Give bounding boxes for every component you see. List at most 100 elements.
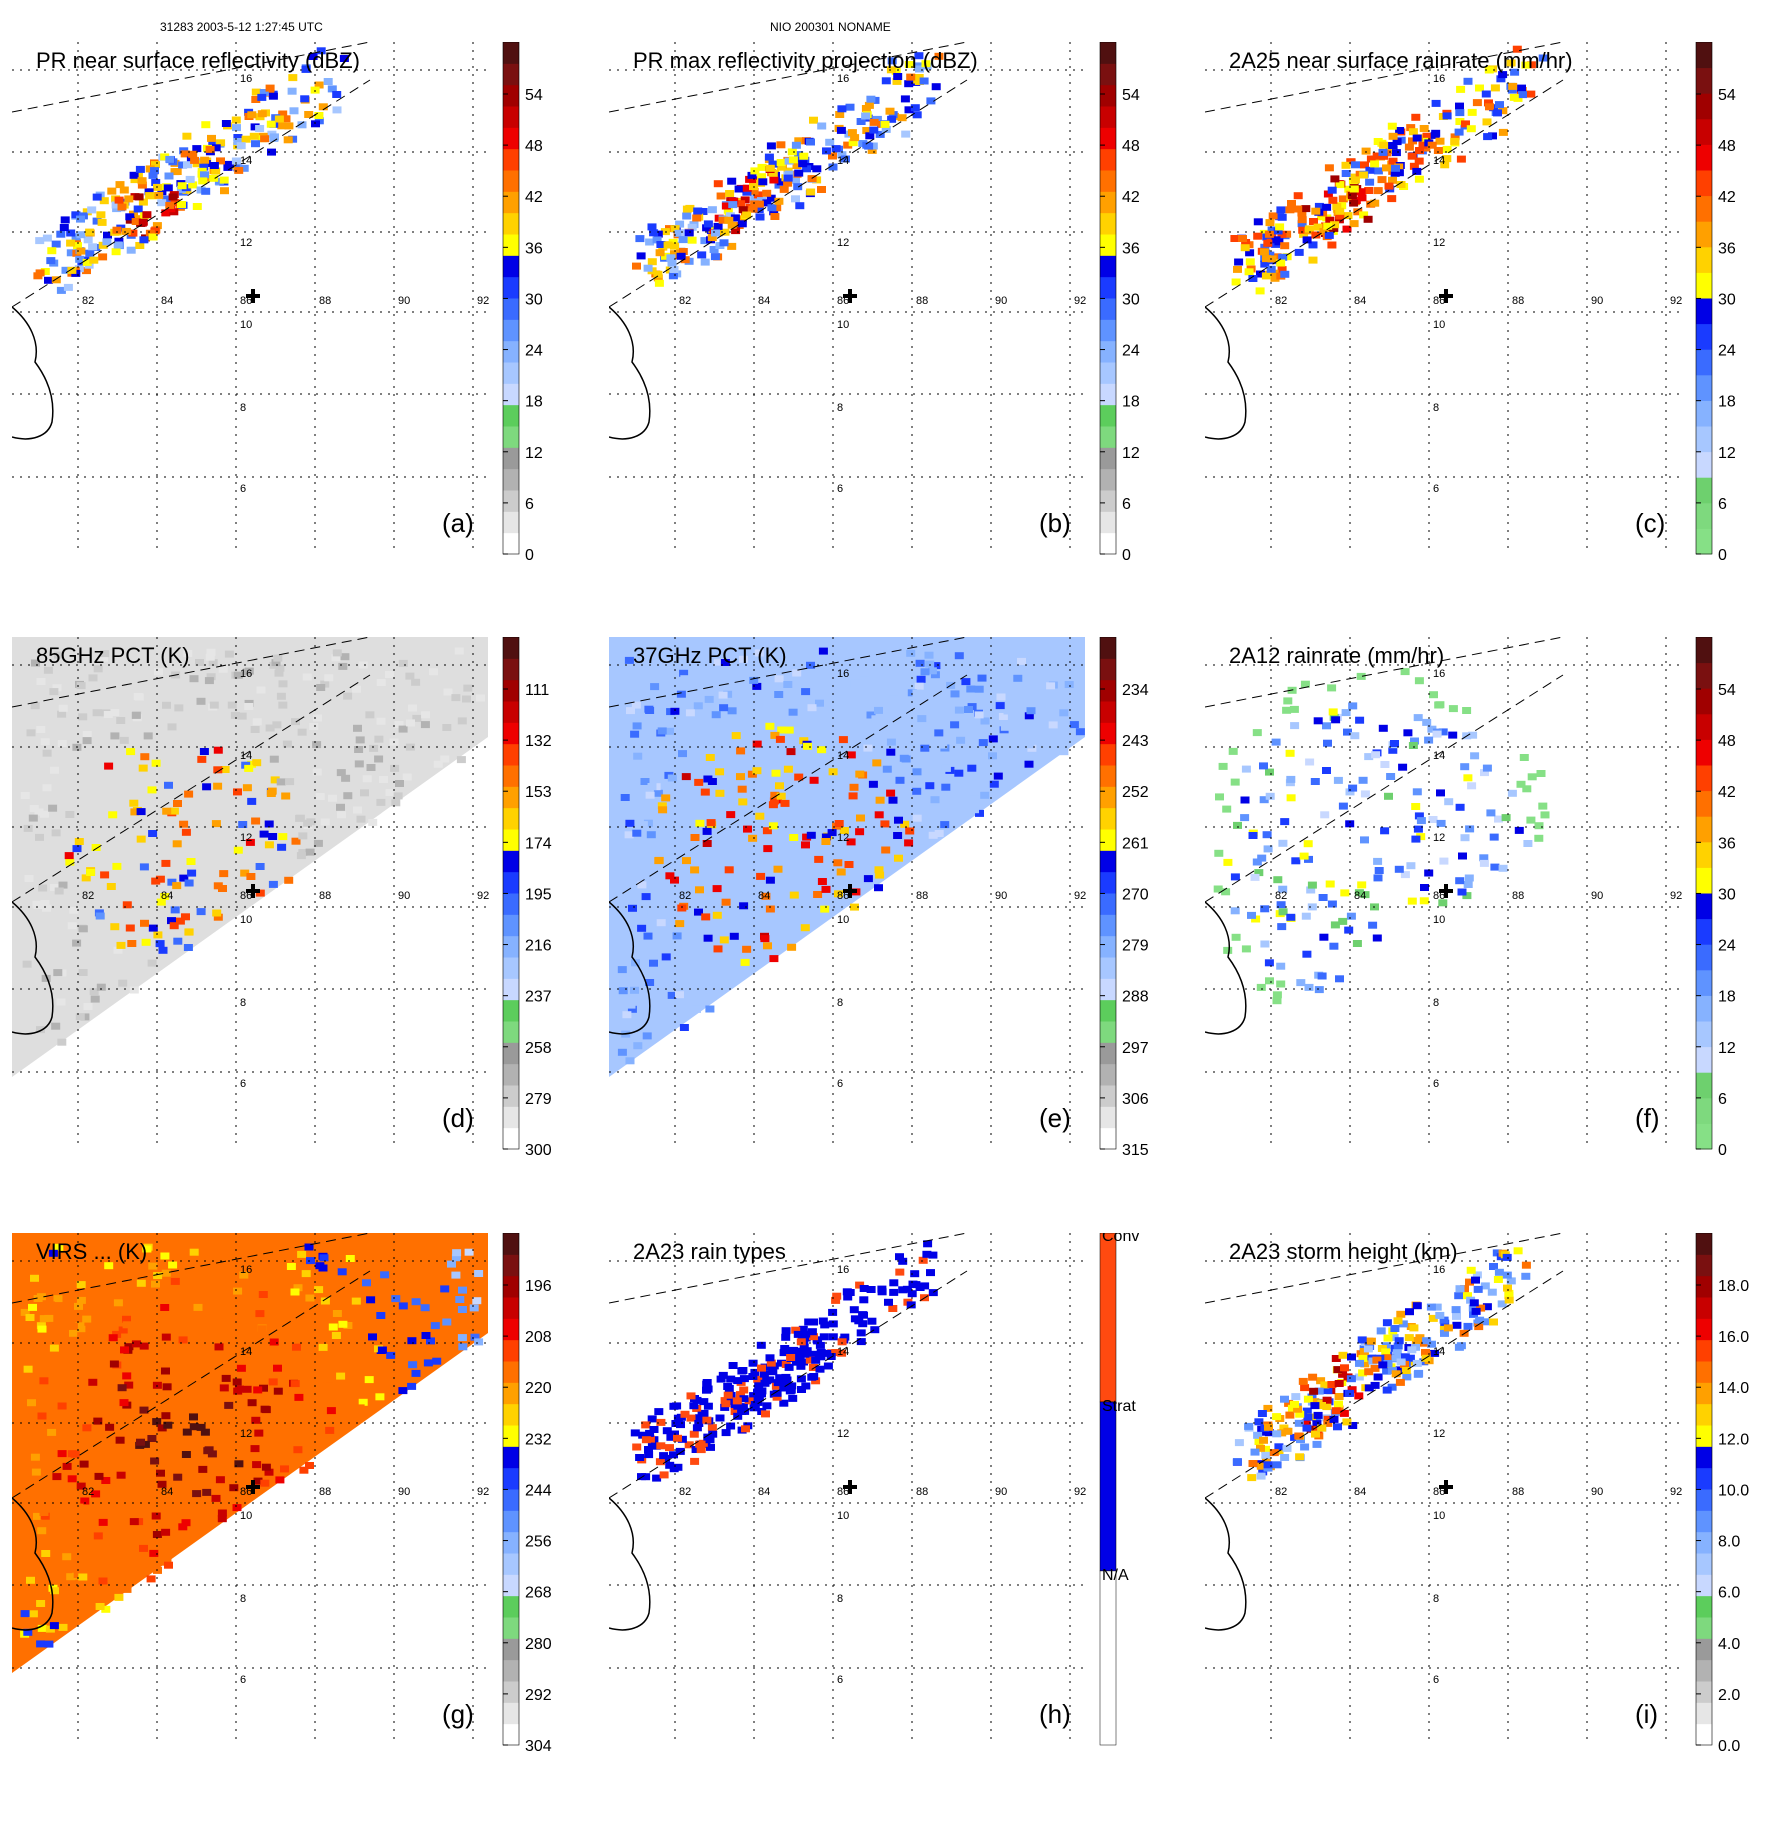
data-cell [96, 983, 106, 991]
data-cell [669, 1451, 678, 1459]
data-cell [1373, 138, 1383, 145]
panel-letter: (g) [442, 1699, 474, 1729]
data-cell [314, 112, 324, 119]
swath-edge-line [1205, 1270, 1564, 1499]
lon-tick-label: 84 [1354, 295, 1366, 307]
data-cell [816, 1348, 826, 1356]
data-cell [138, 198, 148, 206]
data-cell [736, 747, 746, 755]
data-cell [257, 1325, 267, 1333]
data-cell [360, 789, 369, 797]
data-cell [630, 730, 640, 738]
data-cell [144, 188, 154, 196]
data-cell [258, 1291, 268, 1298]
data-cell [328, 1356, 338, 1364]
data-cell [815, 699, 824, 707]
data-cell [1443, 1324, 1453, 1332]
data-cell [1403, 729, 1413, 737]
data-cell [247, 111, 257, 119]
data-cell [787, 1382, 797, 1390]
data-cell [23, 1432, 33, 1440]
lon-tick-label: 88 [319, 890, 331, 902]
data-cell [302, 673, 312, 681]
data-cell [1496, 75, 1506, 83]
data-cell [679, 669, 689, 677]
data-cell [219, 870, 229, 878]
data-cell [110, 923, 120, 931]
data-cell [1345, 788, 1355, 796]
data-cell [50, 766, 59, 774]
lat-tick-label: 16 [240, 73, 252, 85]
data-cell [723, 1383, 733, 1390]
data-cell [120, 1346, 129, 1354]
data-cell [474, 1270, 484, 1277]
data-cell [101, 1605, 111, 1613]
data-cell [290, 1288, 300, 1296]
data-cell [293, 1446, 303, 1454]
data-cell [114, 196, 124, 204]
colorbar-segment [503, 106, 519, 128]
colorbar-segment [503, 1297, 519, 1319]
data-cell [1374, 867, 1384, 874]
data-cell [738, 206, 748, 214]
lat-tick-label: 6 [837, 1078, 843, 1090]
data-cell [801, 841, 810, 849]
colorbar-segment [1696, 841, 1712, 868]
data-cell [715, 1414, 725, 1422]
data-cell [906, 1301, 916, 1309]
data-cell [1422, 1337, 1432, 1345]
colorbar-label: 24 [1718, 938, 1736, 955]
data-cell [323, 1382, 333, 1390]
colorbar-segment [1100, 42, 1116, 64]
data-cell [1426, 1303, 1436, 1311]
data-cell [715, 789, 725, 797]
data-cell [1260, 905, 1270, 913]
data-cell [870, 1326, 880, 1334]
data-cell [653, 270, 663, 278]
data-cell [1388, 157, 1398, 165]
data-cell [66, 1573, 76, 1581]
data-cell [802, 165, 812, 173]
data-cell [129, 986, 139, 994]
data-cell [1395, 1378, 1405, 1386]
data-cell [251, 88, 261, 96]
data-cell [464, 1248, 474, 1256]
data-cell [1263, 1404, 1273, 1412]
coastline [12, 1497, 54, 1631]
data-cell [177, 182, 187, 190]
data-cell [826, 1353, 836, 1360]
data-cell [1455, 109, 1465, 117]
data-cell [188, 150, 198, 158]
data-cell [1412, 1359, 1422, 1367]
colorbar-segment [503, 850, 519, 873]
data-cell [36, 1640, 46, 1648]
data-cell [442, 724, 452, 731]
data-cell [733, 1377, 743, 1385]
data-cell [1454, 128, 1464, 136]
data-cell [715, 768, 725, 776]
data-cell [1272, 1413, 1282, 1421]
colorbar-segment [1696, 374, 1712, 401]
data-cell [168, 193, 178, 201]
data-cell [705, 1436, 715, 1444]
data-cell [358, 1398, 368, 1406]
panel-letter: (h) [1039, 1699, 1071, 1729]
data-cell [49, 1622, 59, 1630]
data-cell [1214, 849, 1224, 857]
data-cell [1409, 1324, 1419, 1332]
data-cell [146, 1575, 156, 1583]
data-cell [1388, 176, 1397, 184]
data-cell [1323, 1387, 1333, 1395]
data-cell [749, 676, 759, 684]
data-cell [808, 1350, 817, 1358]
data-cell [758, 178, 768, 186]
data-cell [816, 1353, 826, 1361]
data-cell [61, 266, 71, 274]
data-cell [1471, 1307, 1481, 1315]
data-cell [1286, 794, 1296, 802]
data-cell [282, 740, 292, 748]
data-cell [181, 1451, 191, 1458]
colorbar-segment [1100, 957, 1116, 979]
data-cell [220, 187, 229, 195]
data-cell [1234, 1439, 1244, 1447]
